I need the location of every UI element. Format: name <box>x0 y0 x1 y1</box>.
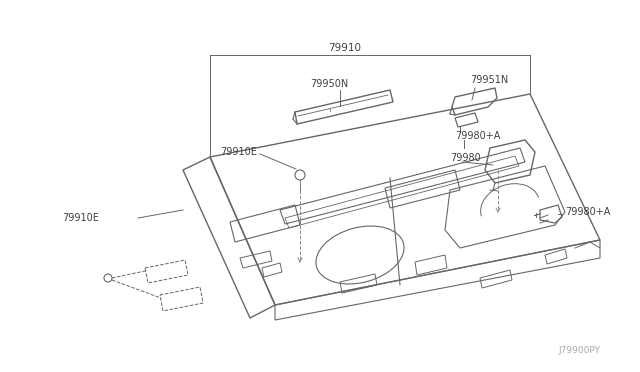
Text: 79980: 79980 <box>450 153 481 163</box>
Text: 79910: 79910 <box>328 43 362 53</box>
Text: 79980+A: 79980+A <box>455 131 500 141</box>
Text: 79910E: 79910E <box>62 213 99 223</box>
Text: 79951N: 79951N <box>470 75 508 85</box>
Text: J79900PY: J79900PY <box>558 346 600 355</box>
Text: 79910E: 79910E <box>220 147 257 157</box>
Text: 79980+A: 79980+A <box>565 207 611 217</box>
Text: 79950N: 79950N <box>310 79 348 89</box>
